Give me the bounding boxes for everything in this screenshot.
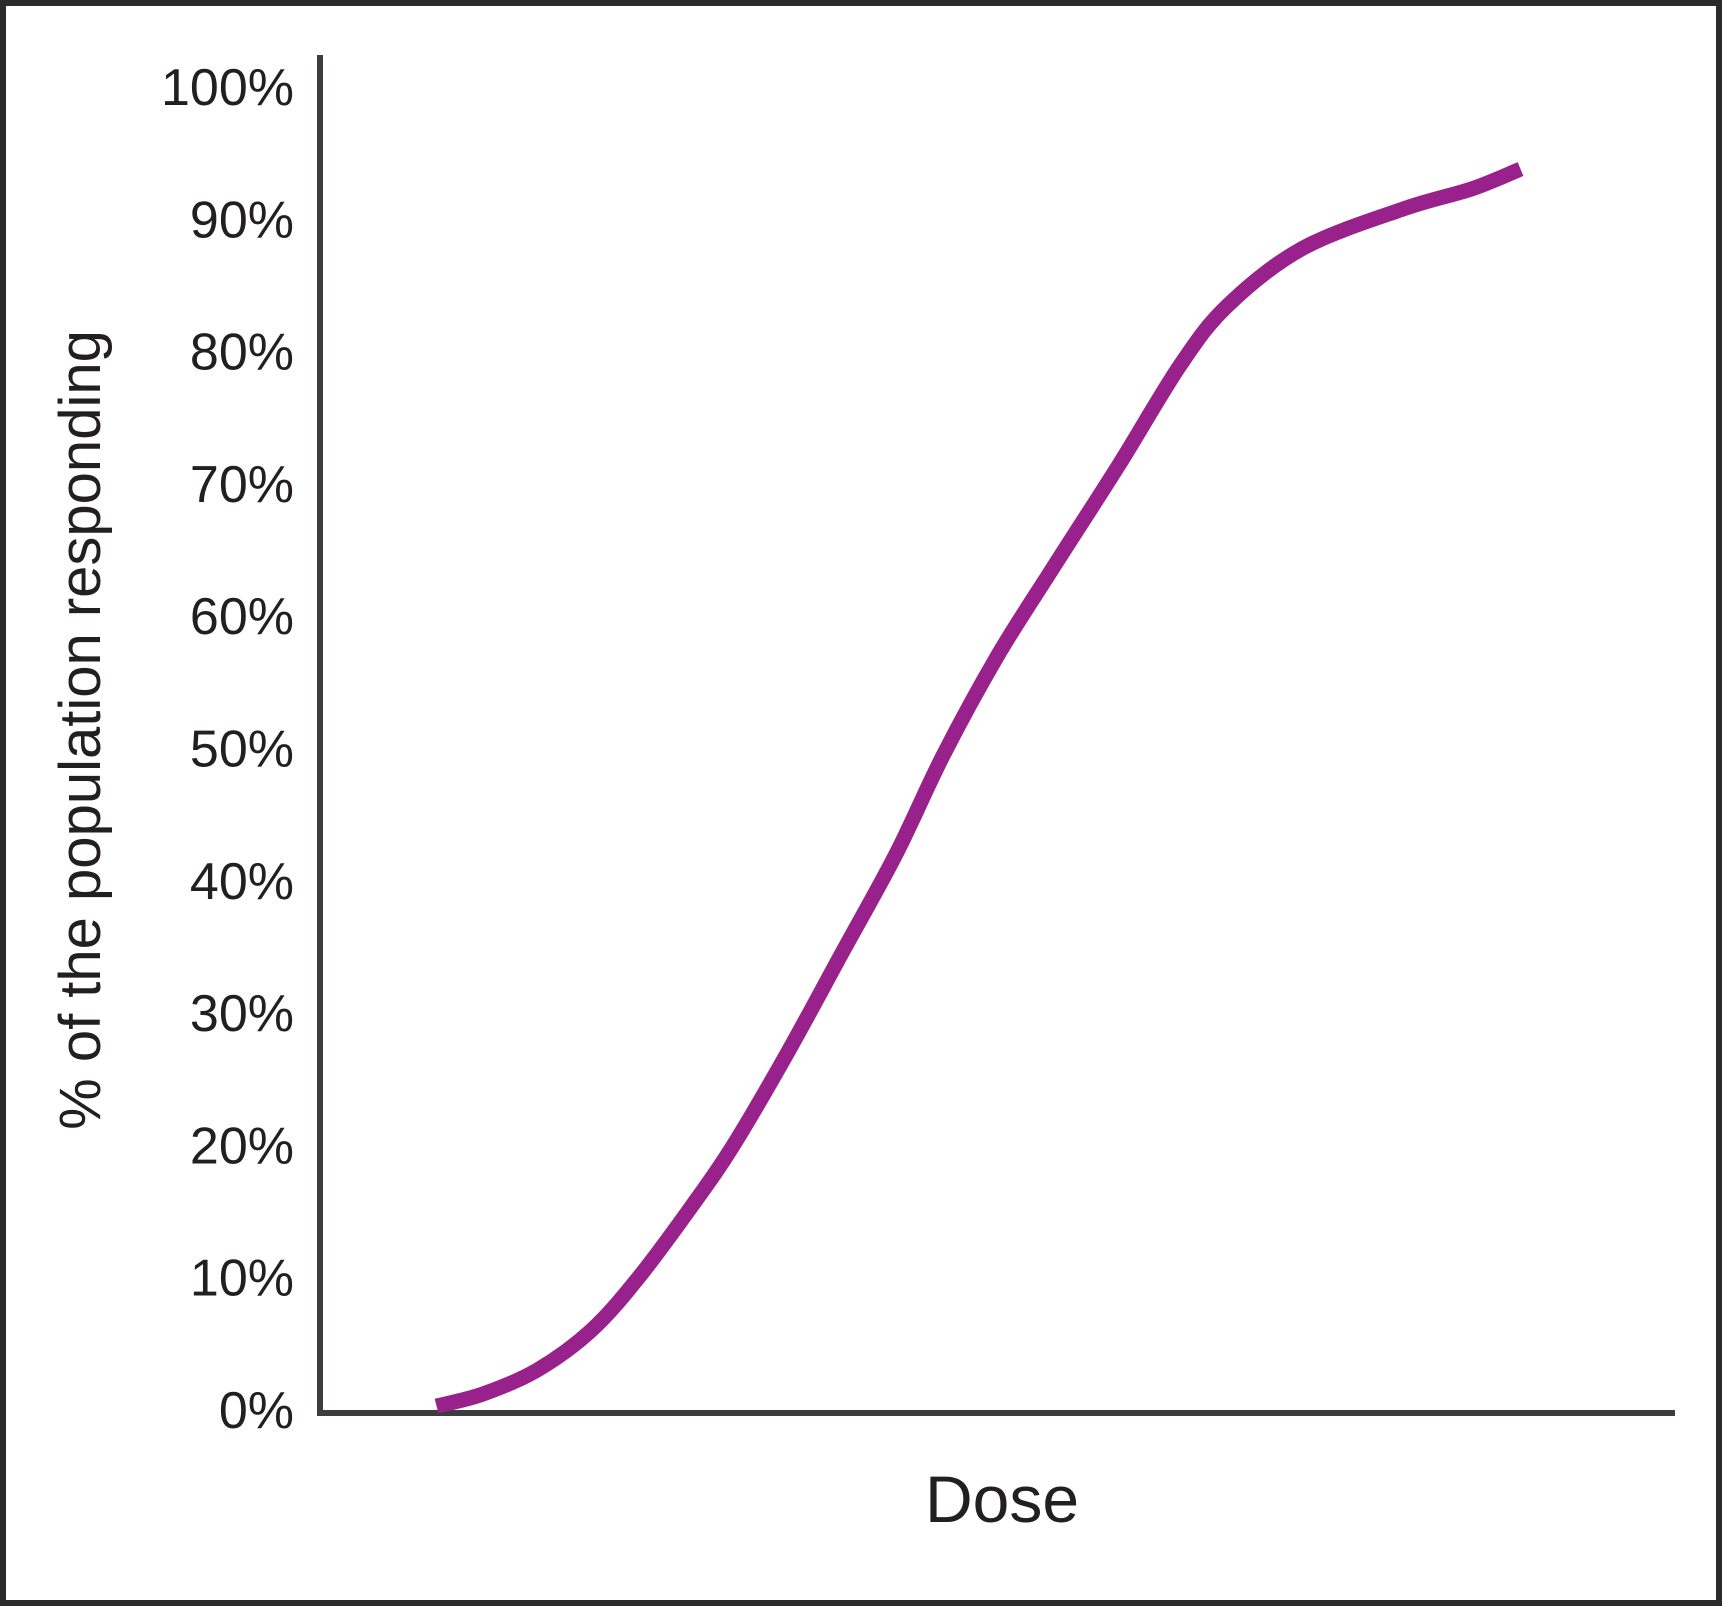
y-tick-label: 0% [219, 1382, 294, 1440]
y-tick-label: 80% [190, 324, 294, 382]
y-tick-labels: 0% 10% 20% 30% 40% 50% 60% 70% 80% 90% 100% [161, 59, 294, 1440]
y-axis-title: % of the population responding [48, 330, 113, 1130]
y-tick-label: 10% [190, 1250, 294, 1308]
x-axis-title: Dose [925, 1462, 1079, 1536]
y-tick-label: 60% [190, 588, 294, 646]
dose-response-curve [434, 162, 1524, 1414]
y-tick-label: 30% [190, 985, 294, 1043]
y-tick-label: 20% [190, 1117, 294, 1175]
y-tick-label: 50% [190, 721, 294, 779]
y-tick-label: 40% [190, 853, 294, 911]
y-tick-label: 90% [190, 191, 294, 249]
y-tick-label: 70% [190, 456, 294, 514]
y-tick-label: 100% [161, 59, 294, 117]
